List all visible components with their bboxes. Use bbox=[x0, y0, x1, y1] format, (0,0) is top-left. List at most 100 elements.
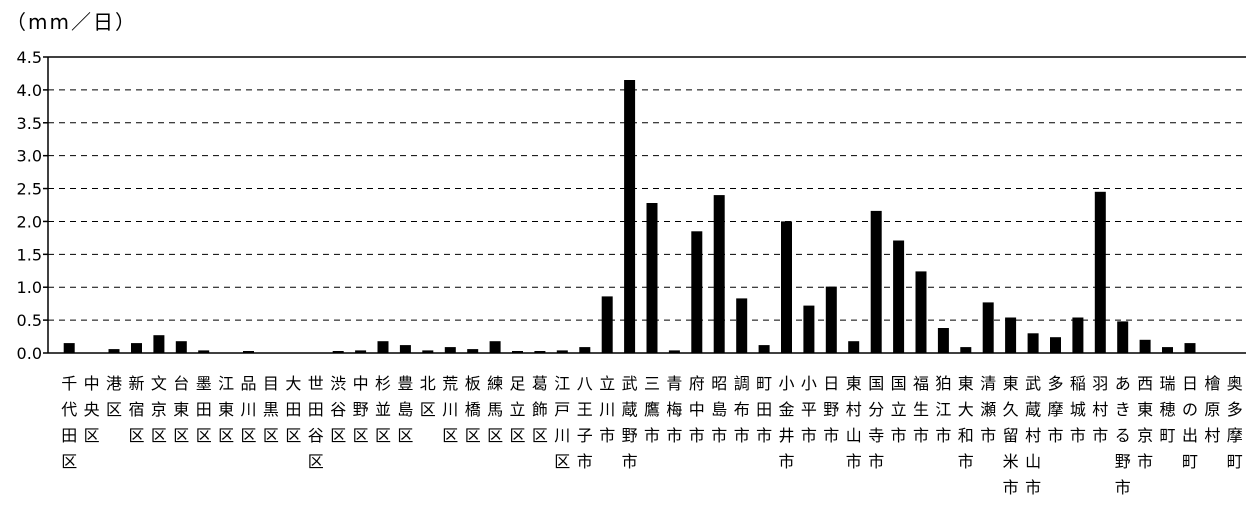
x-tick-label: 羽村市 bbox=[1092, 374, 1108, 445]
bar bbox=[243, 351, 254, 353]
x-tick-label: 福生市 bbox=[913, 374, 929, 445]
x-tick-label: 練馬区 bbox=[487, 374, 503, 445]
bar bbox=[1117, 321, 1129, 353]
x-tick-label: 西東京市 bbox=[1137, 374, 1153, 471]
x-tick-label: 町田市 bbox=[756, 374, 772, 445]
x-tick-label: 墨田区 bbox=[196, 374, 212, 445]
x-tick-label: 大田区 bbox=[285, 374, 301, 445]
bar bbox=[893, 240, 905, 353]
x-tick-label: 日の出町 bbox=[1182, 374, 1198, 471]
bar bbox=[915, 271, 927, 353]
x-tick-label: 稲城市 bbox=[1070, 374, 1086, 445]
x-tick-label: 小金井市 bbox=[778, 374, 794, 471]
bar bbox=[982, 302, 994, 353]
y-tick-label: 4.0 bbox=[17, 81, 42, 100]
x-tick-label: 多摩市 bbox=[1047, 374, 1063, 445]
x-tick-label: 中央区 bbox=[84, 374, 100, 445]
bar bbox=[781, 221, 792, 353]
bar bbox=[512, 351, 523, 353]
bar bbox=[153, 335, 165, 353]
x-tick-label: 三鷹市 bbox=[644, 374, 660, 445]
bar bbox=[825, 286, 837, 353]
y-tick-label: 2.0 bbox=[17, 212, 42, 231]
x-tick-label: 中野区 bbox=[353, 374, 369, 445]
bar bbox=[444, 347, 456, 353]
bar bbox=[1027, 333, 1039, 353]
bars bbox=[63, 80, 1196, 353]
y-tick-label: 0.5 bbox=[17, 311, 42, 330]
bar bbox=[579, 347, 591, 353]
y-tick-label: 4.5 bbox=[17, 48, 42, 67]
x-tick-label: 小平市 bbox=[801, 374, 817, 445]
x-tick-label: 瑞穂町 bbox=[1159, 374, 1175, 445]
x-tick-label: 八王子市 bbox=[577, 374, 593, 471]
bar bbox=[332, 351, 344, 353]
bar bbox=[1094, 191, 1106, 353]
x-tick-label: 足立区 bbox=[509, 374, 525, 445]
bar bbox=[848, 341, 860, 353]
bar bbox=[556, 350, 568, 353]
x-tick-label: 立川市 bbox=[599, 374, 615, 445]
bar bbox=[1005, 317, 1017, 353]
x-tick-label: 文京区 bbox=[151, 374, 167, 445]
x-tick-label: 調布市 bbox=[734, 374, 750, 445]
y-axis-ticks: 0.0 0.5 1.0 1.5 2.0 2.5 3.0 3.5 4.0 4.5 bbox=[17, 48, 48, 363]
bar bbox=[1072, 317, 1084, 353]
x-tick-label: 新宿区 bbox=[128, 374, 144, 445]
bar bbox=[489, 341, 501, 353]
bar bbox=[355, 350, 367, 353]
x-tick-label: 江東区 bbox=[218, 374, 234, 445]
bar bbox=[108, 349, 120, 353]
bar bbox=[713, 195, 725, 353]
bar bbox=[646, 203, 658, 353]
bar bbox=[736, 298, 748, 353]
x-tick-label: 武蔵村山市 bbox=[1025, 374, 1041, 497]
x-tick-label: 目黒区 bbox=[263, 374, 279, 445]
x-tick-label: 昭島市 bbox=[711, 374, 727, 445]
bar bbox=[175, 341, 187, 353]
bar bbox=[131, 343, 142, 353]
bar bbox=[198, 350, 210, 353]
bar bbox=[803, 305, 815, 353]
bar bbox=[758, 345, 770, 353]
y-tick-label: 1.5 bbox=[17, 245, 42, 264]
bar bbox=[960, 347, 972, 353]
bar bbox=[691, 231, 703, 353]
x-tick-label: 檜原村 bbox=[1204, 374, 1220, 445]
bar bbox=[1162, 347, 1173, 353]
unit-label: （mm／日） bbox=[6, 10, 137, 34]
x-tick-label: 世田谷区 bbox=[308, 374, 324, 471]
x-tick-label: 渋谷区 bbox=[330, 374, 346, 445]
x-tick-label: 荒川区 bbox=[442, 374, 458, 445]
bar bbox=[1050, 337, 1061, 353]
x-tick-label: 国立市 bbox=[891, 374, 907, 445]
bar bbox=[668, 350, 680, 353]
x-tick-label: 板橋区 bbox=[465, 374, 481, 445]
x-tick-label: 東大和市 bbox=[958, 374, 974, 471]
x-tick-label: 豊島区 bbox=[397, 374, 413, 445]
x-tick-label: 日野市 bbox=[823, 374, 839, 445]
y-tick-label: 0.0 bbox=[17, 344, 42, 363]
x-tick-label: 港区 bbox=[106, 374, 122, 419]
bar bbox=[399, 345, 411, 353]
x-tick-label: 青梅市 bbox=[666, 374, 682, 445]
x-tick-label: 北区 bbox=[420, 374, 436, 419]
x-tick-label: 国分寺市 bbox=[868, 374, 884, 471]
bar bbox=[601, 296, 613, 353]
x-tick-label: 東村山市 bbox=[846, 374, 862, 471]
y-tick-label: 1.0 bbox=[17, 278, 42, 297]
x-tick-label: 奥多摩町 bbox=[1227, 374, 1243, 471]
bar bbox=[63, 343, 75, 353]
x-tick-label: 杉並区 bbox=[375, 374, 391, 445]
bar bbox=[534, 351, 546, 353]
x-tick-label: 清瀬市 bbox=[980, 374, 996, 445]
bar bbox=[870, 210, 882, 353]
bar bbox=[1139, 339, 1151, 353]
x-axis-labels: 千代田区中央区港区新宿区文京区台東区墨田区江東区品川区目黒区大田区世田谷区渋谷区… bbox=[61, 374, 1243, 497]
bar bbox=[1184, 343, 1196, 353]
bar bbox=[467, 349, 479, 353]
x-tick-label: 千代田区 bbox=[61, 374, 77, 471]
x-tick-label: 江戸川区 bbox=[554, 374, 570, 471]
bar bbox=[377, 341, 389, 353]
x-tick-label: 葛飾区 bbox=[532, 374, 548, 445]
